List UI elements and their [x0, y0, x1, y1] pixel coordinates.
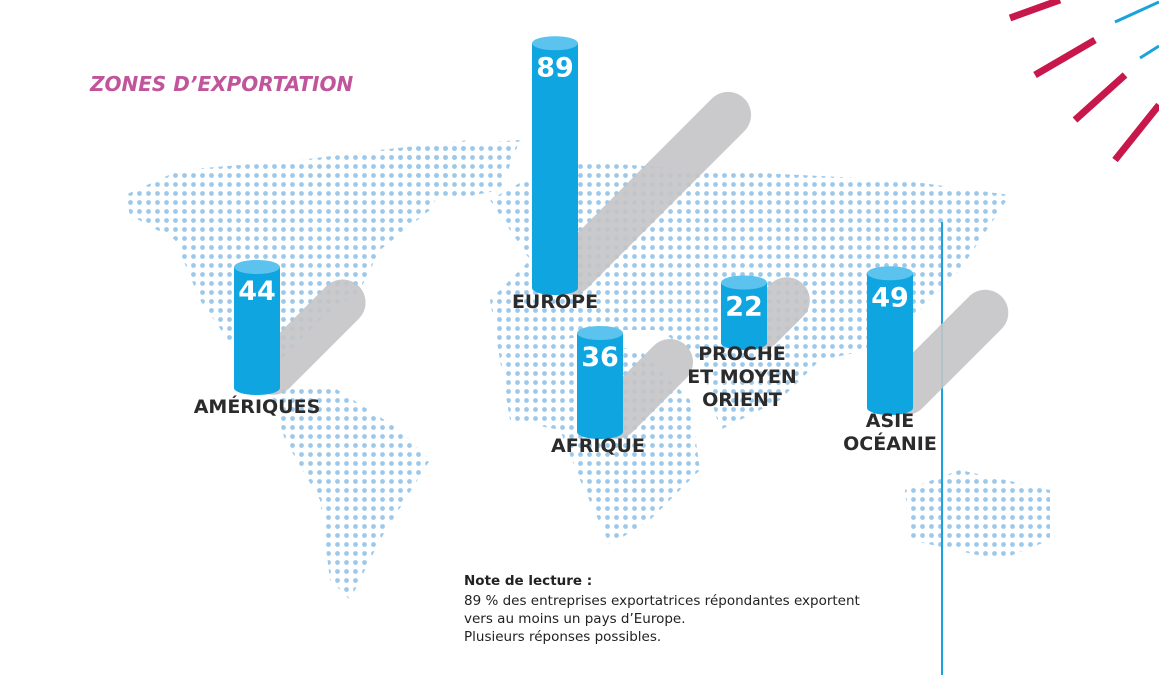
category-label: PROCHE ET MOYEN ORIENT	[687, 343, 797, 411]
bar-top	[867, 266, 913, 281]
bar	[234, 267, 280, 388]
chart-title: ZONES D’EXPORTATION	[89, 72, 353, 96]
shadow	[548, 91, 752, 295]
value-label: 89	[536, 52, 574, 83]
category-label: ASIE OCÉANIE	[843, 410, 937, 455]
bar-base	[721, 336, 767, 350]
note-line: 89 % des entreprises exportatrices répon…	[464, 593, 860, 609]
cylinder: 44 AMÉRIQUES	[194, 260, 366, 418]
note-line: Plusieurs réponses possibles.	[464, 629, 661, 645]
bar-base	[867, 401, 913, 415]
bar-top	[532, 36, 578, 51]
cylinder: 89 EUROPE	[512, 36, 752, 313]
bar-base	[577, 425, 623, 439]
value-label: 36	[581, 342, 619, 373]
bar	[577, 333, 623, 432]
note-title: Note de lecture :	[464, 573, 592, 589]
bar-top	[721, 275, 767, 290]
value-label: 44	[238, 276, 276, 307]
cylinder: 49 ASIE OCÉANIE	[843, 266, 1009, 455]
bar-top	[234, 260, 280, 274]
bar-base	[532, 281, 578, 295]
bar-base	[234, 381, 280, 395]
bar	[867, 273, 913, 408]
bar	[721, 282, 767, 343]
bar-top	[577, 326, 623, 340]
bar	[532, 43, 578, 288]
value-label: 49	[871, 282, 909, 313]
cylinder: 22 PROCHE ET MOYEN ORIENT	[687, 275, 810, 411]
shadow	[883, 289, 1009, 415]
category-label: AFRIQUE	[551, 435, 645, 457]
decoration	[941, 0, 1159, 675]
cylinder: 36 AFRIQUE	[551, 326, 694, 457]
category-label: EUROPE	[512, 291, 598, 313]
category-label: AMÉRIQUES	[194, 395, 321, 418]
value-label: 22	[725, 292, 763, 323]
note-line: vers au moins un pays d’Europe.	[464, 611, 686, 627]
